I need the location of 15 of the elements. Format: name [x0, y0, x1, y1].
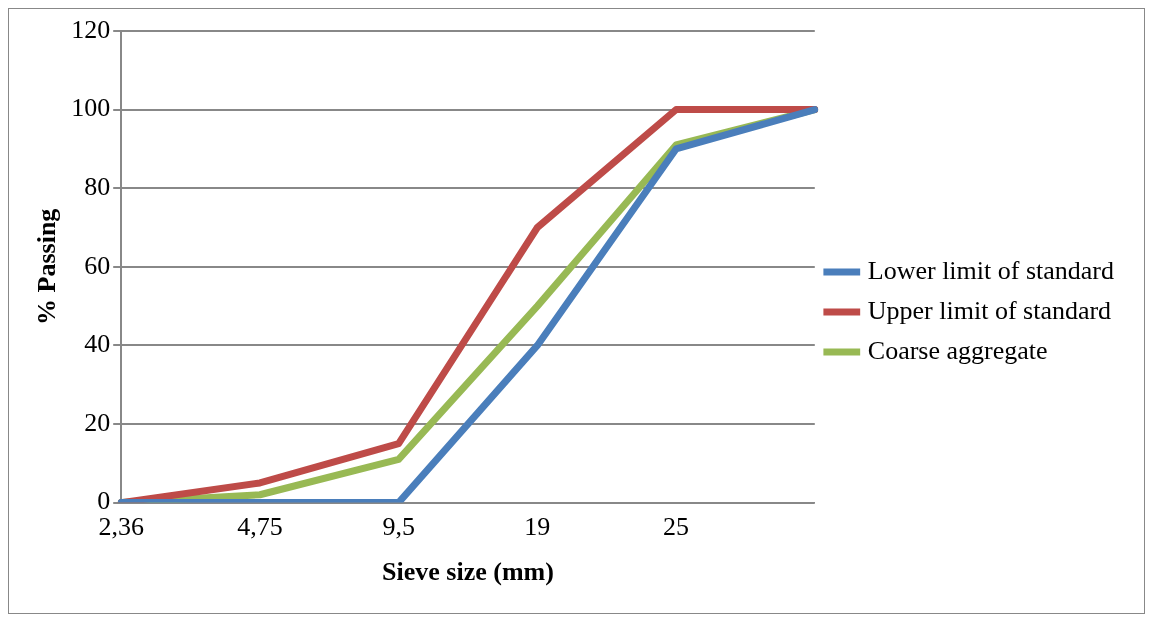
y-axis-title: % Passing — [32, 208, 62, 325]
legend-label: Upper limit of standard — [867, 295, 1112, 325]
x-tick-label: 25 — [663, 512, 690, 542]
x-tick-label: 19 — [524, 512, 551, 542]
x-tick-label: 4,75 — [237, 512, 283, 542]
y-tick-label: 20 — [84, 407, 111, 437]
y-tick-label: 80 — [84, 172, 111, 202]
x-axis-title: Sieve size (mm) — [382, 557, 554, 587]
x-tick-label: 9,5 — [382, 512, 415, 542]
y-tick-label: 100 — [71, 93, 111, 123]
y-tick-label: 60 — [84, 250, 111, 280]
y-tick-label: 40 — [84, 329, 111, 359]
legend-label: Coarse aggregate — [867, 335, 1048, 365]
y-tick-label: 120 — [71, 14, 111, 44]
legend-label: Lower limit of standard — [867, 255, 1115, 285]
